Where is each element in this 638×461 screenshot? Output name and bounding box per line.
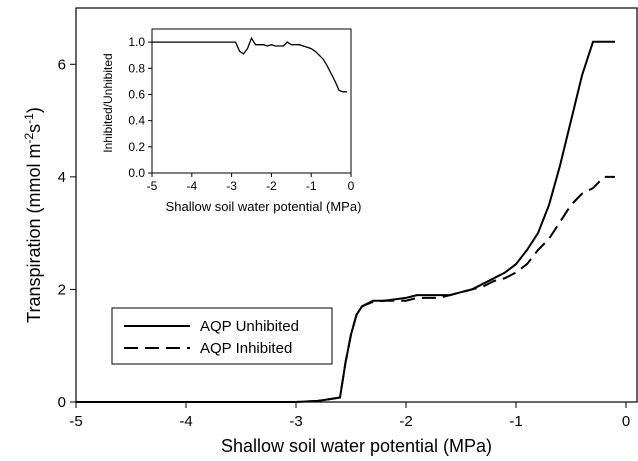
inset-y-axis-label: Inhibited/Unhibited: [101, 53, 115, 152]
main-y-axis-label-part: ): [24, 107, 44, 113]
main-plot-frame: [75, 7, 638, 403]
legend-frame: [111, 307, 333, 365]
inset-x-axis-label: Shallow soil water potential (MPa): [166, 199, 362, 214]
main-y-axis-label-part: s: [24, 124, 44, 133]
main-y-axis-label-superscript: -1: [22, 113, 36, 124]
main-plot: -5 -4 -3 -2 -1 0 0 2 4 6 Shallow soil water potent…: [22, 7, 638, 456]
main-y-tick-label: 0: [58, 394, 66, 411]
main-x-tick-label: -3: [289, 413, 302, 430]
inset-x-tick-label: -4: [186, 179, 197, 193]
main-x-tick-label: -4: [179, 413, 192, 430]
main-x-tick-label: -5: [69, 413, 82, 430]
main-x-tick-label: -2: [399, 413, 412, 430]
inset-x-tick-label: -5: [147, 179, 158, 193]
main-x-axis-label: Shallow soil water potential (MPa): [221, 436, 492, 456]
inset-y-tick-label: 0.6: [128, 87, 145, 101]
main-x-tick-label: -1: [509, 413, 522, 430]
series-line-aqp-unhibited: [76, 40, 615, 403]
inset-y-tick-label: 0.0: [128, 166, 145, 180]
main-y-axis-label-superscript: -2: [22, 132, 36, 143]
inset-x-tick-label: -3: [226, 179, 237, 193]
inset-plot-frame: [151, 28, 352, 174]
legend-entry-label: AQP Unhibited: [200, 318, 299, 335]
inset-x-tick-label: 0: [348, 179, 355, 193]
main-y-axis-label: Transpiration (mmol m-2s-1): [22, 107, 44, 323]
main-y-tick-label: 2: [58, 281, 66, 298]
legend: AQP Unhibited AQP Inhibited: [111, 307, 333, 365]
main-y-axis-label-part: Transpiration (mmol m: [24, 143, 44, 322]
inset-x-tick-label: -1: [306, 179, 317, 193]
inset-y-tick-label: 1.0: [128, 35, 145, 49]
series-line-aqp-inhibited: [76, 175, 615, 403]
inset-y-tick-label: 0.2: [128, 140, 145, 154]
inset-plot: -5 -4 -3 -2 -1 0 0.0 0.2 0.4 0.6 0.8 1.0 Shallow soi…: [101, 28, 362, 214]
inset-x-tick-label: -2: [266, 179, 277, 193]
main-y-tick-label: 6: [58, 56, 66, 73]
main-y-tick-label: 4: [58, 169, 66, 186]
legend-entry-label: AQP Inhibited: [200, 340, 292, 357]
main-x-tick-label: 0: [622, 413, 630, 430]
inset-series-line: [152, 36, 347, 93]
inset-y-tick-label: 0.8: [128, 61, 145, 75]
inset-y-tick-label: 0.4: [128, 114, 145, 128]
